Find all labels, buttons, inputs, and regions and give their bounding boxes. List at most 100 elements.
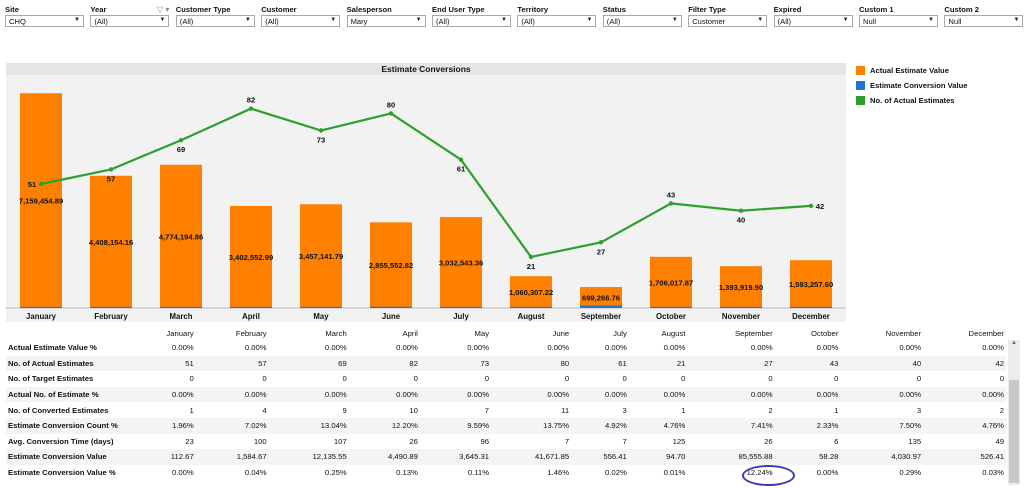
filter-dropdown[interactable]: (All) ▼ <box>602 15 682 27</box>
legend-item: Actual Estimate Value <box>856 63 968 78</box>
filter-dropdown[interactable]: Null ▼ <box>944 15 1024 27</box>
line-point <box>38 181 44 187</box>
chevron-down-icon[interactable]: ▼ <box>330 17 337 23</box>
filter-expired: Expired (All) ▼ <box>773 4 853 27</box>
x-tick-label: March <box>170 312 193 321</box>
bar-estimate-conversion-value <box>160 306 202 308</box>
table-cell: 0.00% <box>982 343 1004 353</box>
table-cell: 1 <box>834 405 839 415</box>
filter-dropdown[interactable]: (All) ▼ <box>773 15 853 27</box>
bar-actual-estimate-value <box>90 175 132 308</box>
chevron-down-icon[interactable]: ▼ <box>757 17 764 23</box>
filter-dropdown[interactable]: (All) ▼ <box>90 15 170 27</box>
x-tick-label: August <box>518 312 545 321</box>
table-cell: 0.02% <box>605 468 627 478</box>
bar-estimate-conversion-value <box>720 306 762 308</box>
bar-estimate-conversion-value <box>300 306 342 308</box>
line-data-label: 73 <box>317 135 325 144</box>
table-cell: 0.00% <box>816 468 839 478</box>
scrollbar-thumb[interactable] <box>1009 380 1019 483</box>
filter-dropdown[interactable]: Null ▼ <box>859 15 938 27</box>
filter-label: Custom 2 <box>944 4 1023 15</box>
table-cell: 0.00% <box>195 386 269 403</box>
chevron-down-icon[interactable]: ▼ <box>1013 17 1020 23</box>
legend-item: Estimate Conversion Value <box>856 78 968 93</box>
chevron-down-icon[interactable]: ▼ <box>244 17 251 23</box>
table-cell: 12.20% <box>348 417 420 434</box>
table-column-header: October <box>811 328 839 338</box>
scroll-up-icon[interactable]: ▲ <box>1011 340 1017 346</box>
filter-dropdown[interactable]: (All) ▼ <box>175 15 255 27</box>
table-cell: 0.00% <box>774 386 841 403</box>
table-column-header: March <box>325 328 347 338</box>
table-cell: 3,645.31 <box>419 449 492 465</box>
bar-data-label: 3,402,552.99 <box>229 253 273 262</box>
table-row: Estimate Conversion Value 112.67 1,584.67 1… <box>6 449 1006 465</box>
table-scrollbar[interactable]: ▲ <box>1008 340 1020 485</box>
x-tick-label: December <box>792 312 830 321</box>
filter-dropdown[interactable]: (All) ▼ <box>261 15 341 27</box>
chevron-down-icon[interactable]: ▼ <box>501 17 507 23</box>
table-column-header: May <box>474 328 490 338</box>
table-cell: 0.13% <box>396 468 418 478</box>
table-cell: 80 <box>491 355 572 372</box>
chevron-down-icon[interactable]: ▼ <box>415 17 422 23</box>
table-cell: 0 <box>768 374 773 384</box>
table-cell: 7.41% <box>687 417 775 434</box>
chevron-down-icon[interactable]: ▼ <box>842 17 849 23</box>
table-cell: 0 <box>681 374 686 384</box>
line-data-label: 57 <box>107 174 115 183</box>
table-cell: 3 <box>916 405 922 415</box>
table-cell: 0 <box>916 374 922 384</box>
table-cell: 526.41 <box>923 449 1006 465</box>
filter-dropdown[interactable]: (All) ▼ <box>517 15 597 27</box>
filter-label: Territory <box>517 4 596 15</box>
table-row-label: Avg. Conversion Time (days) <box>8 436 114 446</box>
filter-end-user-type: End User Type (All) ▼ <box>432 4 511 27</box>
table-cell: 49 <box>995 436 1004 446</box>
chart-svg: 7,159,454.89 January 4,408,154.16 February 4… <box>6 93 846 321</box>
filter-dropdown[interactable]: (All) ▼ <box>432 15 511 27</box>
line-data-label: 43 <box>667 190 675 199</box>
filter-value: (All) <box>94 17 108 26</box>
table-cell: 0.00% <box>130 386 196 403</box>
table-cell: 2 <box>768 405 773 415</box>
table-cell: 0 <box>189 374 194 384</box>
table-column-header: November <box>885 328 922 338</box>
table-cell: 0.00% <box>571 386 629 403</box>
line-data-label: 42 <box>816 202 824 211</box>
chevron-down-icon[interactable]: ▼ <box>928 17 934 23</box>
table-row: Actual No. of Estimate % 0.00% 0.00% 0.00% 0… <box>6 386 1006 403</box>
filter-label-text: Customer <box>261 5 297 14</box>
table-cell: 57 <box>195 355 269 372</box>
chevron-down-icon[interactable]: ▼ <box>74 17 80 23</box>
line-data-label: 51 <box>28 180 37 189</box>
chevron-down-icon[interactable]: ▼ <box>586 17 593 23</box>
table-cell: 11 <box>561 405 570 415</box>
series-line-actual-estimates <box>40 107 812 259</box>
filter-value: (All) <box>777 17 792 26</box>
table-cell: 135 <box>908 436 922 446</box>
filter-dropdown[interactable]: Customer ▼ <box>688 15 768 27</box>
legend-swatch <box>856 96 865 105</box>
table-cell: 10 <box>409 405 418 415</box>
chevron-down-icon[interactable]: ▼ <box>671 17 678 23</box>
table-row-label: No. of Target Estimates <box>8 374 94 384</box>
x-tick-label: February <box>94 312 128 321</box>
filter-year: Year ▽ ▾ (All) ▼ <box>90 4 170 27</box>
chevron-down-icon[interactable]: ▼ <box>159 17 166 23</box>
filter-status: Status (All) ▼ <box>602 4 682 27</box>
filter-dropdown[interactable]: CHQ ▼ <box>5 15 84 27</box>
line-data-label: 61 <box>457 165 466 174</box>
table-cell: 0.00% <box>171 468 194 478</box>
table-row: Actual Estimate Value % 0.00% 0.00% 0.00% 0.… <box>6 340 1006 356</box>
filter-funnel-icon[interactable]: ▽ ▾ <box>157 5 170 14</box>
table-cell: 1 <box>189 405 194 415</box>
filter-dropdown[interactable]: Mary ▼ <box>346 15 426 27</box>
bar-actual-estimate-value <box>230 205 272 308</box>
table-cell: 0.00% <box>750 343 773 353</box>
table-cell: 85,555.88 <box>687 449 775 465</box>
table-cell: 100 <box>253 436 267 446</box>
bar-estimate-conversion-value <box>440 306 482 308</box>
table-row-label: No. of Actual Estimates <box>6 355 130 372</box>
